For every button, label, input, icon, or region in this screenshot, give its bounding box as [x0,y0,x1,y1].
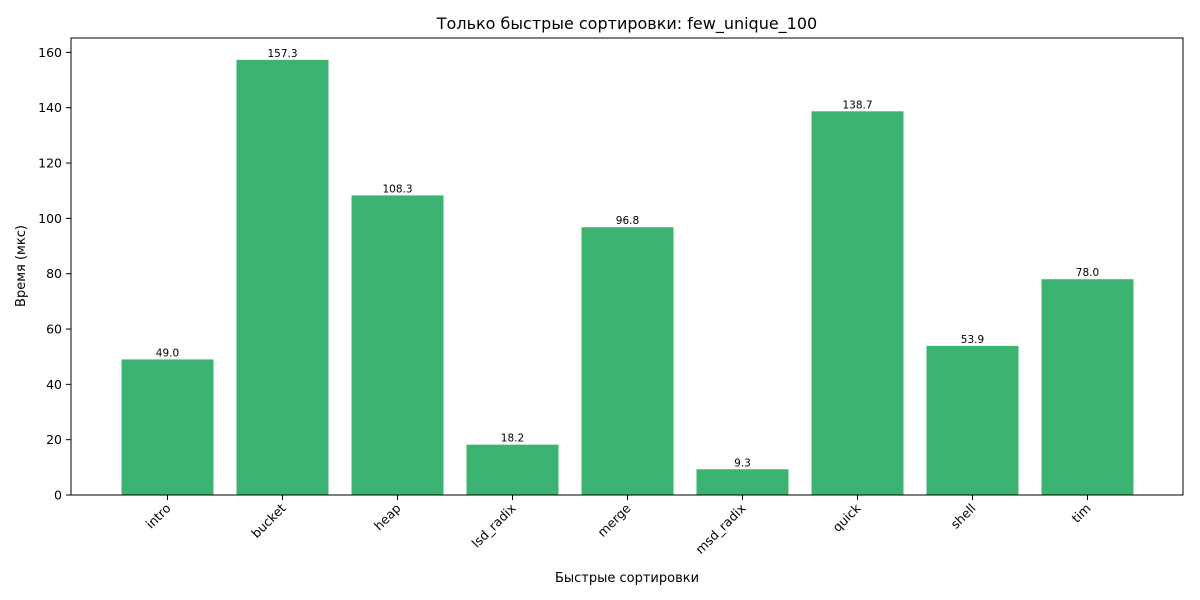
bars-group [121,59,1134,496]
x-tick-label-msd_radix: msd_radix [692,501,748,557]
bar-value-label-heap: 108.3 [382,183,412,195]
y-tick-label-40: 40 [46,377,62,392]
x-tick-label-shell: shell [947,501,978,532]
bar-shell [926,345,1019,495]
bar-value-label-intro: 49.0 [156,347,179,359]
bar-value-label-tim: 78.0 [1076,267,1099,279]
bar-tim [1041,279,1134,495]
y-tick-label-0: 0 [54,488,62,503]
y-tick-label-100: 100 [38,211,62,226]
y-tick-label-120: 120 [38,156,62,171]
bar-value-label-shell: 53.9 [961,334,984,346]
x-tick-label-heap: heap [371,500,404,533]
plot-frame [70,37,1184,496]
y-tick-label-160: 160 [38,45,62,60]
x-tick-label-quick: quick [829,500,864,535]
x-tick-label-merge: merge [594,500,633,539]
x-axis: intro bucket heap lsd_radix merge msd_radix qu… [143,495,1094,557]
chart-title: Только быстрые сортировки: few_unique_10… [436,14,817,34]
y-tick-label-60: 60 [46,322,62,337]
y-axis: 0 20 40 60 80 100 120 140 160 [38,45,71,503]
bar-heap [351,195,444,495]
bar-value-label-merge: 96.8 [616,215,639,227]
y-tick-label-80: 80 [46,266,62,281]
x-tick-label-lsd_radix: lsd_radix [469,501,519,551]
x-tick-label-intro: intro [143,501,174,532]
bar-value-labels: 49.0 157.3 108.3 18.2 96.8 9.3 138.7 53.9 78.0 [156,48,1099,469]
y-axis-title: Время (мкс) [14,225,29,307]
bar-msd_radix [696,469,789,495]
bar-quick [811,111,904,496]
bar-intro [121,359,214,495]
x-axis-title: Быстрые сортировки [555,571,699,586]
bar-value-label-quick: 138.7 [842,99,872,111]
bar-merge [581,227,674,496]
x-tick-label-tim: tim [1068,501,1093,526]
y-tick-label-20: 20 [46,432,62,447]
bar-lsd_radix [466,444,559,495]
bar-bucket [236,59,329,495]
x-tick-label-bucket: bucket [248,500,288,540]
y-tick-label-140: 140 [38,100,62,115]
bar-value-label-lsd_radix: 18.2 [501,433,524,445]
bar-value-label-msd_radix: 9.3 [734,457,751,469]
bar-value-label-bucket: 157.3 [267,48,297,60]
